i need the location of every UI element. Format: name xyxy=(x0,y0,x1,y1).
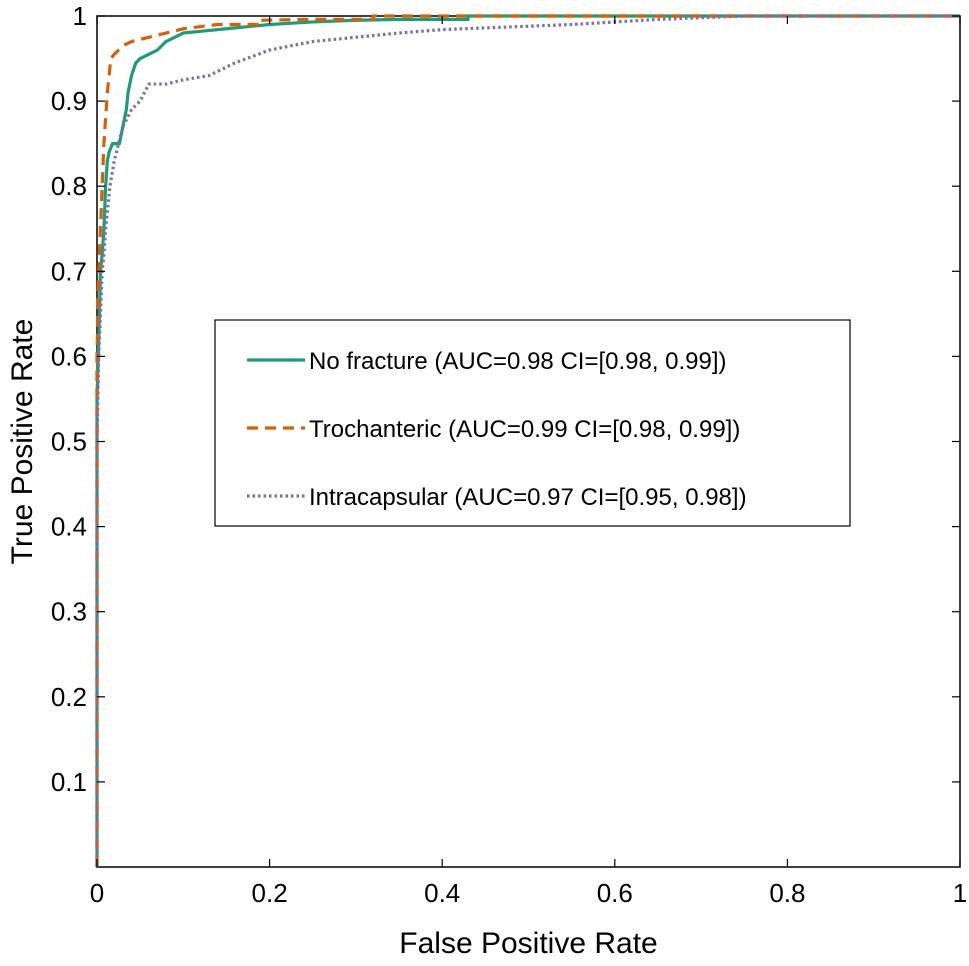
y-tick-label: 0.7 xyxy=(51,256,87,286)
series-layer xyxy=(95,14,960,867)
legend: No fracture (AUC=0.98 CI=[0.98, 0.99]) Tr… xyxy=(214,319,851,527)
legend-label-3: Intracapsular (AUC=0.97 CI=[0.95, 0.98]) xyxy=(309,484,747,511)
x-tick-label: 0 xyxy=(90,878,104,908)
y-axis-title: True Positive Rate xyxy=(6,319,39,565)
x-tick-label: 0.4 xyxy=(424,878,460,908)
y-tick-label: 0.6 xyxy=(51,341,87,371)
y-tick-label: 1 xyxy=(73,1,87,31)
tick-layer: 0 0.2 0.4 0.6 0.8 1 0.1 0.2 0.3 0.4 0.5 0.6 0.7 0.8 0.… xyxy=(51,1,967,908)
x-tick-label: 0.2 xyxy=(252,878,288,908)
y-tick-label: 0.9 xyxy=(51,86,87,116)
x-tick-label: 0.8 xyxy=(769,878,805,908)
series-line-3 xyxy=(95,14,960,867)
legend-label-2: Trochanteric (AUC=0.99 CI=[0.98, 0.99]) xyxy=(309,416,740,443)
y-tick-label: 0.2 xyxy=(51,682,87,712)
x-tick-label: 0.6 xyxy=(597,878,633,908)
y-tick-label: 0.5 xyxy=(51,427,87,457)
y-tick-label: 0.4 xyxy=(51,512,87,542)
y-tick-label: 0.1 xyxy=(51,767,87,797)
legend-box xyxy=(214,319,851,527)
x-tick-label: 1 xyxy=(953,878,967,908)
y-tick-label: 0.8 xyxy=(51,171,87,201)
y-tick-label: 0.3 xyxy=(51,597,87,627)
series-line-1 xyxy=(95,14,960,867)
legend-label-1: No fracture (AUC=0.98 CI=[0.98, 0.99]) xyxy=(309,348,727,375)
x-axis-title: False Positive Rate xyxy=(399,927,657,960)
